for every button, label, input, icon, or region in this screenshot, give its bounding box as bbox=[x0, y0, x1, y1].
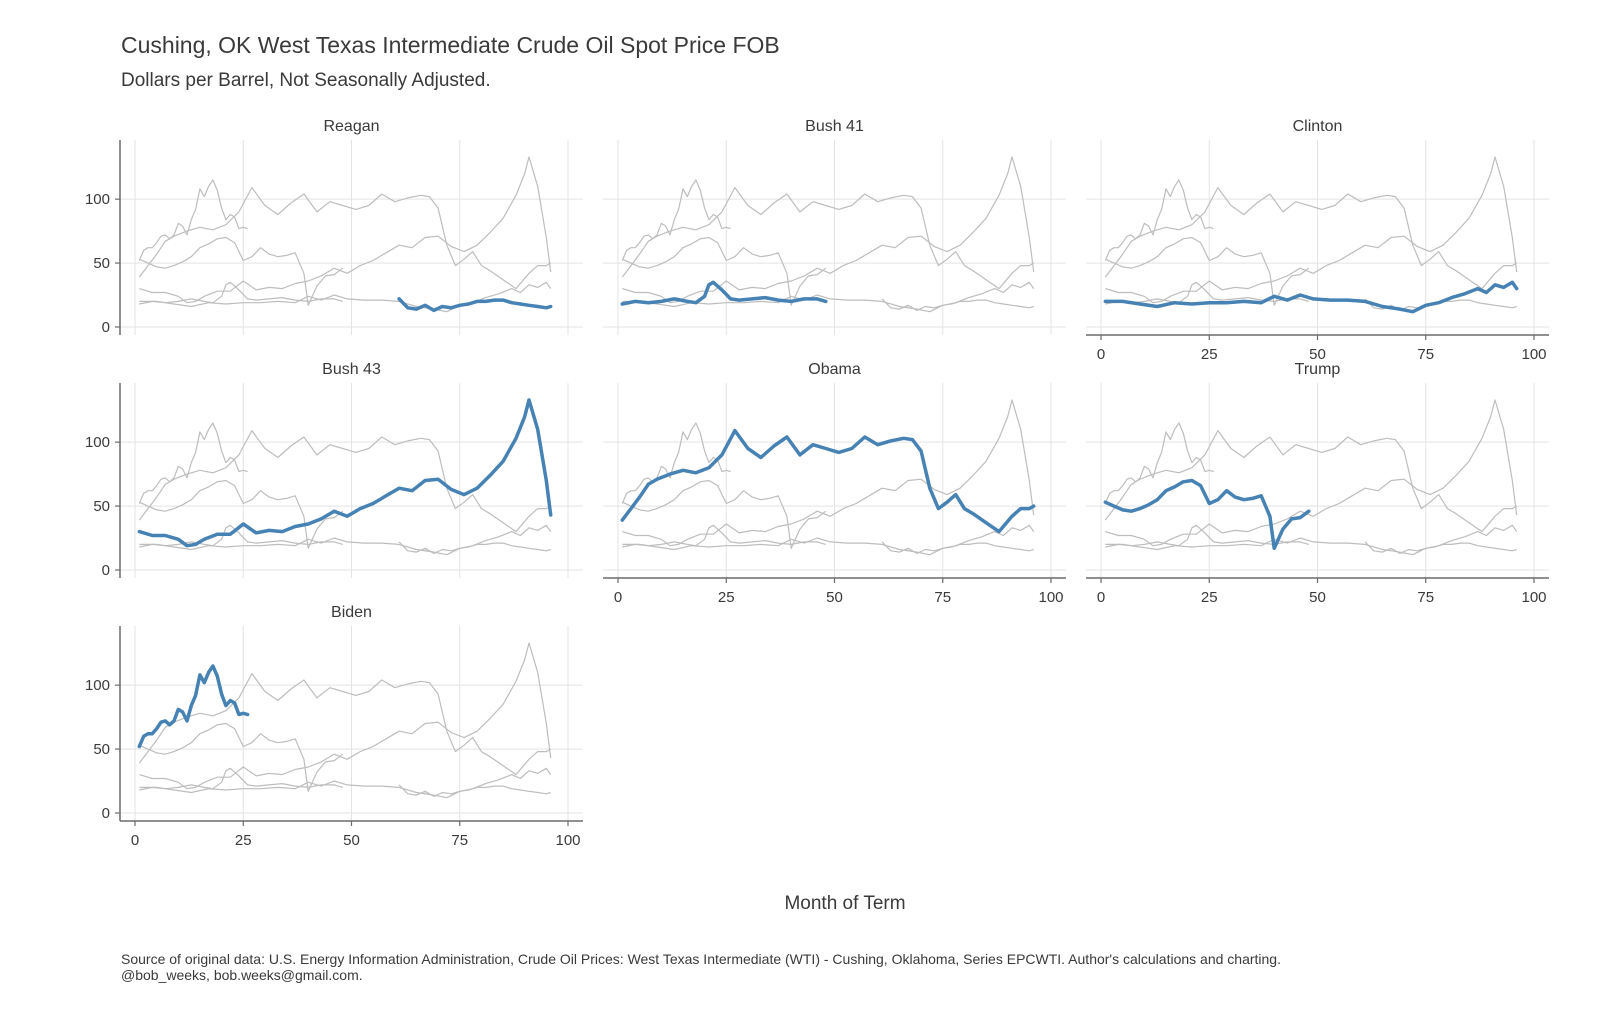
panel-title-clinton: Clinton bbox=[1293, 118, 1343, 135]
background-series-line-biden bbox=[1104, 179, 1214, 261]
x-tick-label: 100 bbox=[555, 832, 580, 849]
background-series-line-bush-41 bbox=[139, 281, 343, 305]
background-series-line-trump bbox=[622, 236, 827, 306]
background-series-line-trump bbox=[139, 722, 344, 792]
panel-obama: Obama 0 25 50 75 100 bbox=[603, 361, 1066, 606]
background-series-line-bush-43 bbox=[139, 642, 552, 790]
x-tick-label: 0 bbox=[131, 832, 139, 849]
background-series-line-obama bbox=[138, 672, 551, 776]
highlight-series-line-bush-41 bbox=[620, 280, 828, 306]
y-tick-label: 0 bbox=[102, 319, 110, 336]
y-tick-label: 0 bbox=[102, 805, 110, 822]
x-axis-label: Month of Term bbox=[784, 893, 905, 914]
x-tick-label: 50 bbox=[826, 589, 843, 606]
panel-reagan: Reagan 0 50 100 bbox=[85, 118, 583, 336]
background-series-line-obama bbox=[1104, 430, 1517, 533]
background-series-line-bush-43 bbox=[1105, 399, 1518, 547]
highlight-series-line-biden bbox=[137, 664, 250, 749]
background-series-line-trump bbox=[139, 236, 344, 306]
panel-title-obama: Obama bbox=[808, 361, 861, 378]
background-series-line-obama bbox=[138, 187, 551, 290]
y-tick-label: 50 bbox=[93, 741, 110, 758]
x-tick-label: 50 bbox=[343, 832, 360, 849]
chart-title: Cushing, OK West Texas Intermediate Crud… bbox=[121, 32, 780, 58]
background-series-line-clinton bbox=[622, 281, 1035, 313]
panel-title-bush-41: Bush 41 bbox=[805, 118, 864, 135]
background-series-line-trump bbox=[139, 479, 344, 549]
x-tick-label: 100 bbox=[1521, 589, 1546, 606]
panel-title-biden: Biden bbox=[331, 604, 372, 621]
background-series-line-trump bbox=[622, 479, 827, 549]
x-tick-label: 100 bbox=[1038, 589, 1063, 606]
panel-bush-43: Bush 43 0 50 100 bbox=[85, 361, 583, 579]
x-tick-label: 75 bbox=[1417, 589, 1434, 606]
background-series-line-clinton bbox=[139, 767, 552, 799]
background-series-line-bush-41 bbox=[1105, 281, 1309, 305]
background-series-line-bush-43 bbox=[622, 156, 1035, 304]
background-series-line-biden bbox=[621, 179, 731, 261]
panel-bush-41: Bush 41 bbox=[603, 118, 1066, 335]
background-series-line-clinton bbox=[139, 281, 552, 313]
background-series-line-reagan bbox=[1364, 541, 1517, 555]
chart-subtitle: Dollars per Barrel, Not Seasonally Adjus… bbox=[121, 70, 491, 91]
x-tick-label: 25 bbox=[718, 589, 735, 606]
background-series-line-obama bbox=[1104, 187, 1517, 290]
y-tick-label: 50 bbox=[93, 255, 110, 272]
background-series-line-bush-41 bbox=[622, 524, 826, 548]
y-tick-label: 50 bbox=[93, 498, 110, 515]
y-tick-label: 100 bbox=[85, 677, 110, 694]
panel-title-trump: Trump bbox=[1295, 361, 1341, 378]
x-tick-label: 0 bbox=[614, 589, 622, 606]
background-series-line-reagan bbox=[398, 541, 551, 555]
x-tick-label: 25 bbox=[1201, 346, 1218, 363]
y-tick-label: 100 bbox=[85, 434, 110, 451]
highlight-series-line-trump bbox=[1103, 478, 1311, 551]
x-tick-label: 25 bbox=[235, 832, 252, 849]
background-series-line-biden bbox=[621, 422, 731, 504]
y-tick-label: 100 bbox=[85, 191, 110, 208]
background-series-line-clinton bbox=[1105, 524, 1518, 556]
x-tick-label: 75 bbox=[451, 832, 468, 849]
x-tick-label: 100 bbox=[1521, 346, 1546, 363]
background-series-line-reagan bbox=[398, 784, 551, 798]
highlight-series-line-clinton bbox=[1103, 280, 1519, 314]
caption-line-1: Source of original data: U.S. Energy Inf… bbox=[121, 951, 1281, 967]
x-tick-label: 50 bbox=[1309, 346, 1326, 363]
x-tick-label: 75 bbox=[1417, 346, 1434, 363]
x-tick-label: 25 bbox=[1201, 589, 1218, 606]
background-series-line-bush-43 bbox=[622, 399, 1035, 547]
panel-title-reagan: Reagan bbox=[323, 118, 379, 135]
background-series-line-clinton bbox=[139, 524, 552, 556]
y-tick-label: 0 bbox=[102, 562, 110, 579]
background-series-line-clinton bbox=[622, 524, 1035, 556]
x-tick-label: 0 bbox=[1097, 589, 1105, 606]
highlight-series-line-reagan bbox=[397, 297, 553, 313]
highlight-series-line-obama bbox=[620, 428, 1036, 534]
background-series-line-biden bbox=[138, 179, 248, 261]
highlight-series-line-bush-43 bbox=[137, 398, 553, 548]
x-tick-label: 75 bbox=[934, 589, 951, 606]
background-series-line-biden bbox=[1104, 422, 1214, 504]
panel-biden: Biden 0 50 100 0 25 50 75 100 bbox=[85, 604, 583, 849]
x-tick-label: 0 bbox=[1097, 346, 1105, 363]
background-series-line-bush-43 bbox=[139, 156, 552, 304]
panel-trump: Trump 0 25 50 75 100 bbox=[1086, 361, 1549, 606]
background-series-line-reagan bbox=[881, 298, 1034, 311]
background-series-line-biden bbox=[138, 422, 248, 504]
background-series-line-reagan bbox=[881, 541, 1034, 555]
background-series-line-bush-41 bbox=[139, 767, 343, 791]
background-series-line-trump bbox=[1105, 236, 1310, 306]
background-series-line-obama bbox=[621, 187, 1034, 290]
panel-clinton: Clinton 0 25 50 75 100 bbox=[1086, 118, 1549, 363]
panel-title-bush-43: Bush 43 bbox=[322, 361, 381, 378]
background-series-line-obama bbox=[138, 430, 551, 533]
caption-line-2: @bob_weeks, bob.weeks@gmail.com. bbox=[121, 967, 363, 983]
x-tick-label: 50 bbox=[1309, 589, 1326, 606]
background-series-line-bush-43 bbox=[1105, 156, 1518, 304]
